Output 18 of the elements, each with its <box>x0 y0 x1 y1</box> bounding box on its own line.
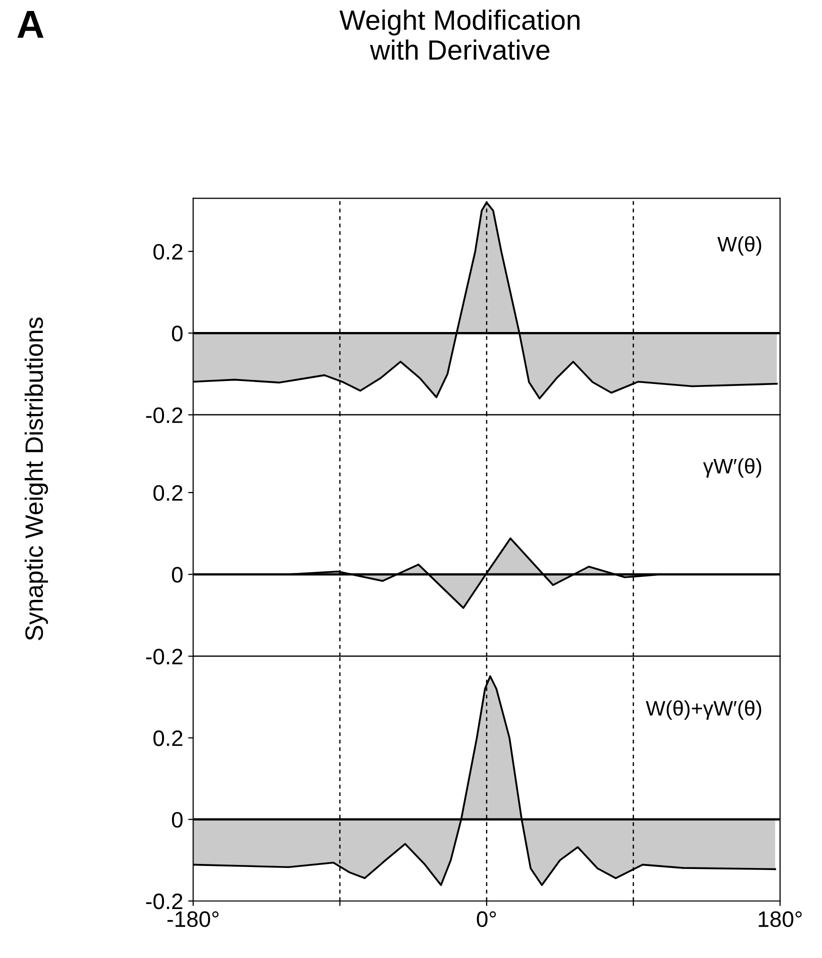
y-tick-label: 0 <box>172 326 183 342</box>
y-tick-label: -0.2 <box>146 648 182 664</box>
y-tick-label: 0.2 <box>153 730 182 746</box>
chart-title: Weight Modification with Derivative <box>339 10 580 60</box>
y-tick-label: -0.2 <box>146 894 182 910</box>
y-tick-label: 0 <box>172 566 183 583</box>
x-tick-label: 0° <box>476 911 496 928</box>
y-tick-label: 0 <box>172 812 183 828</box>
y-tick-label: -0.2 <box>146 407 182 424</box>
annotation: W(θ)+γW′(θ) <box>646 700 762 720</box>
y-tick-label: 0.2 <box>153 485 182 501</box>
y-tick-label: 0.2 <box>153 244 182 260</box>
annotation: γW′(θ) <box>703 458 762 478</box>
x-tick-label: 180° <box>758 911 802 928</box>
text: A <box>17 11 44 38</box>
annotation: W(θ) <box>717 236 762 256</box>
x-tick-label: -180° <box>167 911 219 928</box>
y-axis-title: Synaptic Weight Distributions <box>24 318 48 640</box>
